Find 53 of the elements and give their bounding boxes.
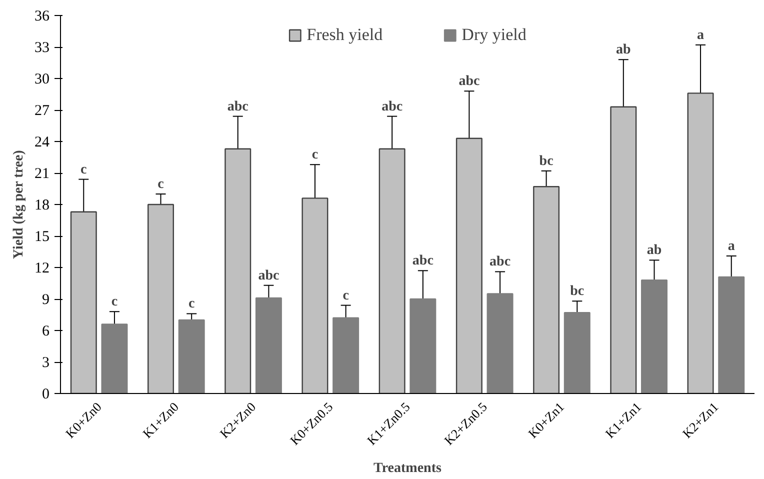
bar [101, 324, 128, 394]
annotation: abc [412, 254, 434, 269]
y-tick-label: 18 [34, 198, 50, 214]
y-tick-label: 15 [34, 229, 50, 245]
y-tick-label: 30 [34, 72, 50, 88]
bar [378, 148, 406, 394]
legend-label: Dry yield [462, 25, 526, 45]
bar [687, 92, 714, 394]
y-tick-label: 21 [34, 166, 50, 182]
annotation: abc [227, 99, 248, 114]
legend-label: Fresh yield [306, 25, 383, 45]
bar [332, 317, 360, 394]
bar [255, 297, 282, 394]
annotation: c [80, 162, 87, 178]
y-tick-label: 3 [42, 355, 50, 371]
bar [224, 148, 252, 394]
annotation: c [342, 288, 349, 304]
annotation: ab [646, 243, 662, 258]
annotation: c [312, 148, 318, 163]
bar [410, 298, 436, 394]
y-tick-label: 24 [34, 134, 50, 150]
bar [178, 319, 205, 394]
annotation: ab [616, 42, 632, 58]
bar [718, 276, 745, 394]
y-tick-label: 6 [42, 324, 50, 340]
annotation: a [697, 28, 704, 43]
annotation: abc [458, 74, 480, 90]
annotation: abc [382, 99, 403, 114]
annotation: bc [539, 154, 554, 169]
bar [486, 293, 514, 394]
annotation: bc [570, 284, 584, 300]
bar [148, 204, 174, 394]
annotation: abc [490, 254, 511, 270]
y-tick-label: 36 [34, 8, 50, 24]
annotation: c [111, 294, 118, 310]
y-tick-label: 0 [42, 386, 50, 402]
bar [641, 280, 668, 394]
y-tick-label: 9 [42, 292, 50, 308]
bar [70, 211, 97, 394]
annotation: a [728, 238, 735, 254]
bar [610, 106, 637, 394]
y-tick-label: 27 [34, 103, 50, 119]
bar [302, 198, 328, 394]
bar [564, 312, 590, 394]
annotation: c [188, 296, 195, 312]
y-tick-label: 12 [34, 260, 50, 276]
annotation: c [158, 177, 164, 192]
y-axis-title: Yield (kg per tree) [12, 150, 26, 260]
y-tick-label: 33 [34, 40, 50, 56]
bar [533, 186, 560, 394]
x-axis-title: Treatments [374, 461, 442, 476]
bar [456, 138, 482, 394]
annotation: abc [258, 268, 280, 284]
